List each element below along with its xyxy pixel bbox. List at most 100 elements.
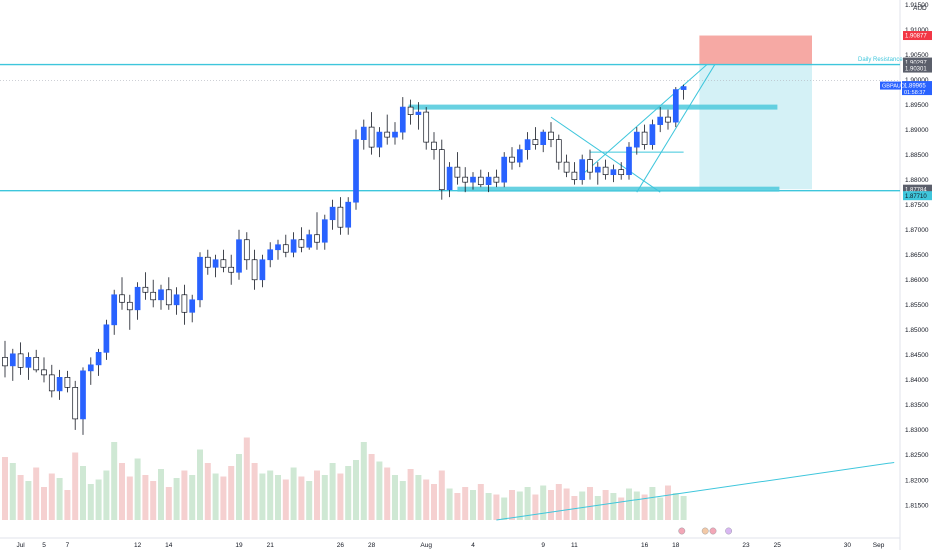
candle-body[interactable] xyxy=(657,116,664,125)
candle-body[interactable] xyxy=(563,161,570,173)
candle-body[interactable] xyxy=(111,294,118,326)
candle-body[interactable] xyxy=(376,131,383,148)
candle-body[interactable] xyxy=(259,259,266,281)
wedge-lower-line[interactable] xyxy=(636,64,716,193)
event-flag-icon[interactable] xyxy=(678,527,686,535)
candle-body[interactable] xyxy=(314,234,320,243)
candle-body[interactable] xyxy=(158,289,164,301)
candle-body[interactable] xyxy=(438,149,445,191)
candle-body[interactable] xyxy=(610,169,617,176)
candle-body[interactable] xyxy=(72,387,79,420)
resistance-zone[interactable] xyxy=(408,104,778,110)
candle-body[interactable] xyxy=(423,111,430,143)
event-flag-icon[interactable] xyxy=(701,527,709,535)
candle-body[interactable] xyxy=(80,370,86,420)
candle-body[interactable] xyxy=(516,149,523,163)
candle-body[interactable] xyxy=(555,139,562,163)
candle-body[interactable] xyxy=(204,256,211,268)
candle-body[interactable] xyxy=(509,156,515,163)
candle-body[interactable] xyxy=(680,86,687,90)
candle-body[interactable] xyxy=(618,169,625,176)
candle-body[interactable] xyxy=(212,259,219,268)
candle-body[interactable] xyxy=(477,176,484,186)
candle-body[interactable] xyxy=(306,234,313,248)
candle-body[interactable] xyxy=(236,239,242,273)
candle-body[interactable] xyxy=(150,291,157,301)
candle-body[interactable] xyxy=(353,139,359,203)
candle-body[interactable] xyxy=(594,166,601,173)
candle-body[interactable] xyxy=(470,176,476,183)
candle-body[interactable] xyxy=(672,89,679,123)
candle-body[interactable] xyxy=(392,131,398,138)
candle-body[interactable] xyxy=(321,219,328,243)
candle-body[interactable] xyxy=(649,124,656,145)
candle-body[interactable] xyxy=(2,356,8,367)
candle-body[interactable] xyxy=(548,131,554,140)
candle-body[interactable] xyxy=(267,249,274,261)
candle-body[interactable] xyxy=(329,206,336,221)
candle-body[interactable] xyxy=(298,239,305,248)
candle-body[interactable] xyxy=(197,256,203,301)
candle-body[interactable] xyxy=(103,324,110,353)
candle-body[interactable] xyxy=(189,299,196,313)
candle-body[interactable] xyxy=(282,244,289,253)
candle-body[interactable] xyxy=(633,131,640,148)
candle-body[interactable] xyxy=(337,206,344,228)
candle-body[interactable] xyxy=(48,374,55,392)
candle-body[interactable] xyxy=(228,266,235,273)
candle-body[interactable] xyxy=(126,301,133,311)
candle-body[interactable] xyxy=(485,176,492,186)
candle-body[interactable] xyxy=(25,356,32,368)
candle-body[interactable] xyxy=(87,364,94,372)
candle-body[interactable] xyxy=(134,286,141,311)
volume-trendline[interactable] xyxy=(496,461,895,521)
candle-body[interactable] xyxy=(532,139,539,145)
candle-body[interactable] xyxy=(173,294,180,306)
candle-body[interactable] xyxy=(33,356,40,371)
candle-body[interactable] xyxy=(220,259,227,268)
support-zone[interactable] xyxy=(457,186,780,192)
candle-body[interactable] xyxy=(17,353,24,368)
event-flag-icon[interactable] xyxy=(725,527,732,535)
candle-body[interactable] xyxy=(571,171,578,181)
candle-body[interactable] xyxy=(384,131,391,138)
candle-body[interactable] xyxy=(165,289,172,306)
candle-body[interactable] xyxy=(602,166,609,176)
candle-body[interactable] xyxy=(142,286,149,293)
candle-body[interactable] xyxy=(95,351,102,366)
candle-body[interactable] xyxy=(41,369,47,376)
candle-body[interactable] xyxy=(399,106,406,133)
wedge-upper-line[interactable] xyxy=(581,64,708,176)
candle-body[interactable] xyxy=(524,139,531,150)
candle-body[interactable] xyxy=(56,377,63,392)
candle-body[interactable] xyxy=(540,131,547,145)
candle-body[interactable] xyxy=(290,239,297,253)
candle-body[interactable] xyxy=(9,353,16,367)
candle-body[interactable] xyxy=(579,159,586,181)
candle-body[interactable] xyxy=(345,201,352,228)
falling-line[interactable] xyxy=(550,116,661,193)
candle-body[interactable] xyxy=(641,131,648,145)
candle-body[interactable] xyxy=(119,294,125,303)
candle-body[interactable] xyxy=(407,106,414,115)
candle-body[interactable] xyxy=(275,244,281,251)
event-flag-icon[interactable] xyxy=(709,527,717,535)
candle-body[interactable] xyxy=(462,176,469,183)
candle-body[interactable] xyxy=(431,141,437,150)
candle-body[interactable] xyxy=(665,116,671,123)
candle-body[interactable] xyxy=(64,377,71,388)
candle-body[interactable] xyxy=(360,126,367,140)
stop-loss-zone[interactable] xyxy=(699,35,812,65)
candle-body[interactable] xyxy=(251,259,258,281)
candle-body[interactable] xyxy=(181,294,188,313)
candle-body[interactable] xyxy=(454,166,461,178)
candle-body[interactable] xyxy=(368,126,375,148)
candle-body[interactable] xyxy=(415,111,422,115)
candle-body[interactable] xyxy=(493,176,500,183)
candle-body[interactable] xyxy=(587,159,593,173)
candle-body[interactable] xyxy=(501,156,508,183)
candle-body[interactable] xyxy=(243,239,250,261)
candle-body[interactable] xyxy=(446,166,453,191)
candle-body[interactable] xyxy=(626,146,632,176)
